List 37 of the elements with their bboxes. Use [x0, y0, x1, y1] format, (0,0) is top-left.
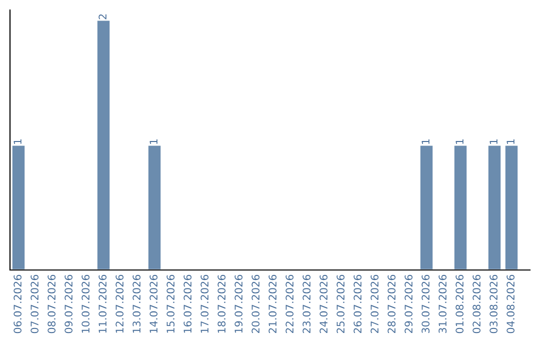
x-tick-label: 28.07.2026	[388, 274, 396, 334]
x-tick-label: 29.07.2026	[404, 274, 413, 334]
x-tick-label: 25.07.2026	[336, 274, 345, 334]
x-tick-label: 21.07.2026	[268, 274, 277, 334]
x-tick-label: 24.07.2026	[320, 274, 328, 334]
data-label: 1	[150, 139, 158, 144]
x-tick-label: 10.07.2026	[82, 274, 90, 333]
x-tick-label: 22.07.2026	[286, 274, 294, 334]
data-label: 1	[456, 139, 464, 144]
x-tick-label: 20.07.2026	[252, 274, 260, 334]
x-tick-label: 11.07.2026	[98, 274, 107, 333]
x-tick-label: 18.07.2026	[218, 274, 226, 333]
x-tick-label: 07.07.2026	[30, 274, 39, 334]
x-tick-label: 12.07.2026	[116, 274, 124, 333]
x-tick-label: 17.07.2026	[200, 274, 209, 333]
data-label: 1	[506, 139, 514, 144]
data-label: 2	[98, 14, 106, 20]
x-tick-label: 02.08.2026	[472, 274, 481, 334]
x-tick-label: 04.08.2026	[506, 274, 515, 334]
x-tick-label: 23.07.2026	[302, 274, 311, 334]
x-tick-label: 26.07.2026	[354, 274, 362, 334]
x-tick-label: 06.07.2026	[14, 274, 22, 334]
x-tick-label: 15.07.2026	[166, 274, 175, 333]
data-label: 1	[422, 139, 430, 144]
x-tick-label: 09.07.2026	[64, 274, 73, 334]
data-label: 1	[14, 139, 22, 144]
x-tick-label: 19.07.2026	[234, 274, 243, 333]
x-tick-label: 14.07.2026	[150, 274, 158, 333]
x-tick-label: 01.08.2026	[456, 274, 464, 334]
data-label: 1	[490, 139, 498, 144]
x-tick-label: 30.07.2026	[422, 274, 430, 334]
x-tick-label: 13.07.2026	[132, 274, 141, 333]
x-tick-label: 31.07.2026	[438, 274, 447, 334]
x-tick-label: 27.07.2026	[370, 274, 379, 334]
x-tick-label: 16.07.2026	[184, 274, 192, 333]
x-tick-label: 08.07.2026	[48, 274, 56, 334]
x-tick-label: 03.08.2026	[490, 274, 498, 334]
